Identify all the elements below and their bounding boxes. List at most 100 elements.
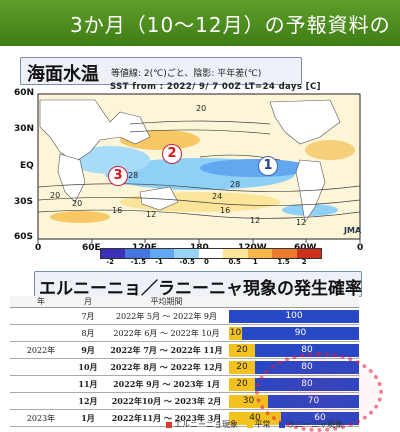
row-period: 2022年 7月 〜 2022年 11月 [104,341,229,359]
south-america [295,159,326,223]
jma-watermark: JMA [344,226,362,235]
marker-1: 1 [258,156,278,176]
colorbar-tick: 1.5 [277,258,290,266]
bar-segment-yellow: 20 [229,360,255,374]
contour-label: 20 [72,199,83,208]
lat-tick: 60N [14,88,35,98]
africa-south [57,153,86,203]
row-month: 7月 [72,307,104,325]
row-month: 12月 [72,392,104,410]
indian-ocean-cool [70,146,150,174]
table-row: 2022年 9月 2022年 7月 〜 2022年 11月 20 80 [10,341,359,359]
colorbar-segment [296,249,321,258]
colorbar-tick: 1 [252,258,258,266]
colorbar-segment [247,249,273,258]
probability-bar: 100 [229,309,359,323]
colorbar-tick: 0.5 [228,258,241,266]
lat-tick: EQ [20,161,34,171]
contour-label: 20 [50,191,61,200]
title-bar: 3か月（10〜12月）の予報資料の [0,0,400,46]
row-month: 1月 [72,409,104,427]
colorbar-tick: -1 [155,258,163,266]
row-period: 2022年 6月 〜 2022年 10月 [104,324,229,342]
row-probability-bar: 10 90 [229,324,359,342]
row-year [10,358,72,376]
probability-table: 年 月 平均期間 7月 2022年 5月 〜 2022年 9月 100 8月 2022年… [10,296,359,427]
bar-segment-blue: 100 [229,309,359,323]
row-year: 2023年 [10,409,72,427]
marker-3: 3 [108,166,128,186]
row-month: 11月 [72,375,104,393]
row-year [10,392,72,410]
colorbar-tick: -1.5 [130,258,146,266]
colorbar-tick: -0.5 [179,258,195,266]
colorbar [100,248,322,259]
bar-segment-yellow: 20 [229,343,255,357]
row-period: 2022年 5月 〜 2022年 9月 [104,307,229,325]
contour-label: 20 [196,104,207,113]
table-row: 8月 2022年 6月 〜 2022年 10月 10 90 [10,324,359,342]
row-year: 2022年 [10,341,72,359]
contour-label: 24 [212,192,223,201]
row-period: 2022年 9月 〜 2023年 1月 [104,375,229,393]
lon-tick: 60E [82,243,101,253]
bar-segment-yellow: 10 [229,326,242,340]
colorbar-tick: 2 [301,258,307,266]
col-period: 平均期間 [104,296,229,308]
legend: エルニーニョ現象 平常 ラニーニャ現象 [160,419,343,430]
row-month: 8月 [72,324,104,342]
lat-tick: 30N [14,124,35,134]
page-title: 3か月（10〜12月）の予報資料の [70,13,391,37]
legend-normal: 平常 [254,420,271,429]
legend-swatch-red [166,421,172,428]
highlight-stamp [255,352,383,432]
contour-line [129,129,271,135]
colorbar-segment [174,249,199,258]
row-year [10,375,72,393]
row-probability-bar: 100 [229,307,359,325]
north-america [269,99,341,145]
sst-title: 海面水温 [27,64,99,85]
colorbar-segment [101,249,126,258]
contour-label: 12 [146,210,157,219]
axis-ticks [37,239,361,243]
table-header-row: 年 月 平均期間 [10,296,359,308]
contour-line [37,209,361,219]
row-period: 2022年 8月 〜 2022年 12月 [104,358,229,376]
strong-cool-anomaly [200,159,310,177]
south-indian-warm [50,211,110,223]
row-month: 9月 [72,341,104,359]
row-year [10,307,72,325]
colorbar-segment [272,249,297,258]
lat-tick: 60S [14,232,34,242]
colorbar-segment [149,249,175,258]
contour-label: 28 [128,171,139,180]
contour-line [129,120,271,125]
colorbar-segment [125,249,150,258]
colorbar-tick: 0 [204,258,209,266]
bar-segment-blue: 90 [242,326,359,340]
contour-line [37,197,361,206]
lat-tick: 30S [14,197,34,207]
sst-map: SST from : 2022/ 9/ 7 00Z LT=24 days [C] [0,82,400,268]
legend-la-nina: ラニーニャ現象 [287,420,344,429]
contour-label: 12 [250,216,261,225]
lon-tick: 0 [357,243,364,253]
bar-segment-yellow: 20 [229,377,255,391]
colorbar-segment [223,249,248,258]
contour-line [37,183,361,192]
prob-section-header: エルニーニョ／ラニーニャ現象の発生確率 [34,271,362,299]
map-graphic [37,93,361,243]
contour-label: 12 [296,218,307,227]
row-month: 10月 [72,358,104,376]
atlantic-warm [305,140,355,160]
sst-subtitle: 等値線: 2(℃)ごと、陰影: 平年差(℃) [111,69,262,79]
sst-section-header: 海面水温 等値線: 2(℃)ごと、陰影: 平年差(℃) [20,57,302,85]
legend-el-nino: エルニーニョ現象 [174,420,238,429]
colorbar-segment [198,249,224,258]
lon-tick: 0 [35,243,42,253]
marker-2: 2 [162,144,182,164]
row-year [10,324,72,342]
contour-label: 16 [220,206,231,215]
probability-bar: 10 90 [229,326,359,340]
